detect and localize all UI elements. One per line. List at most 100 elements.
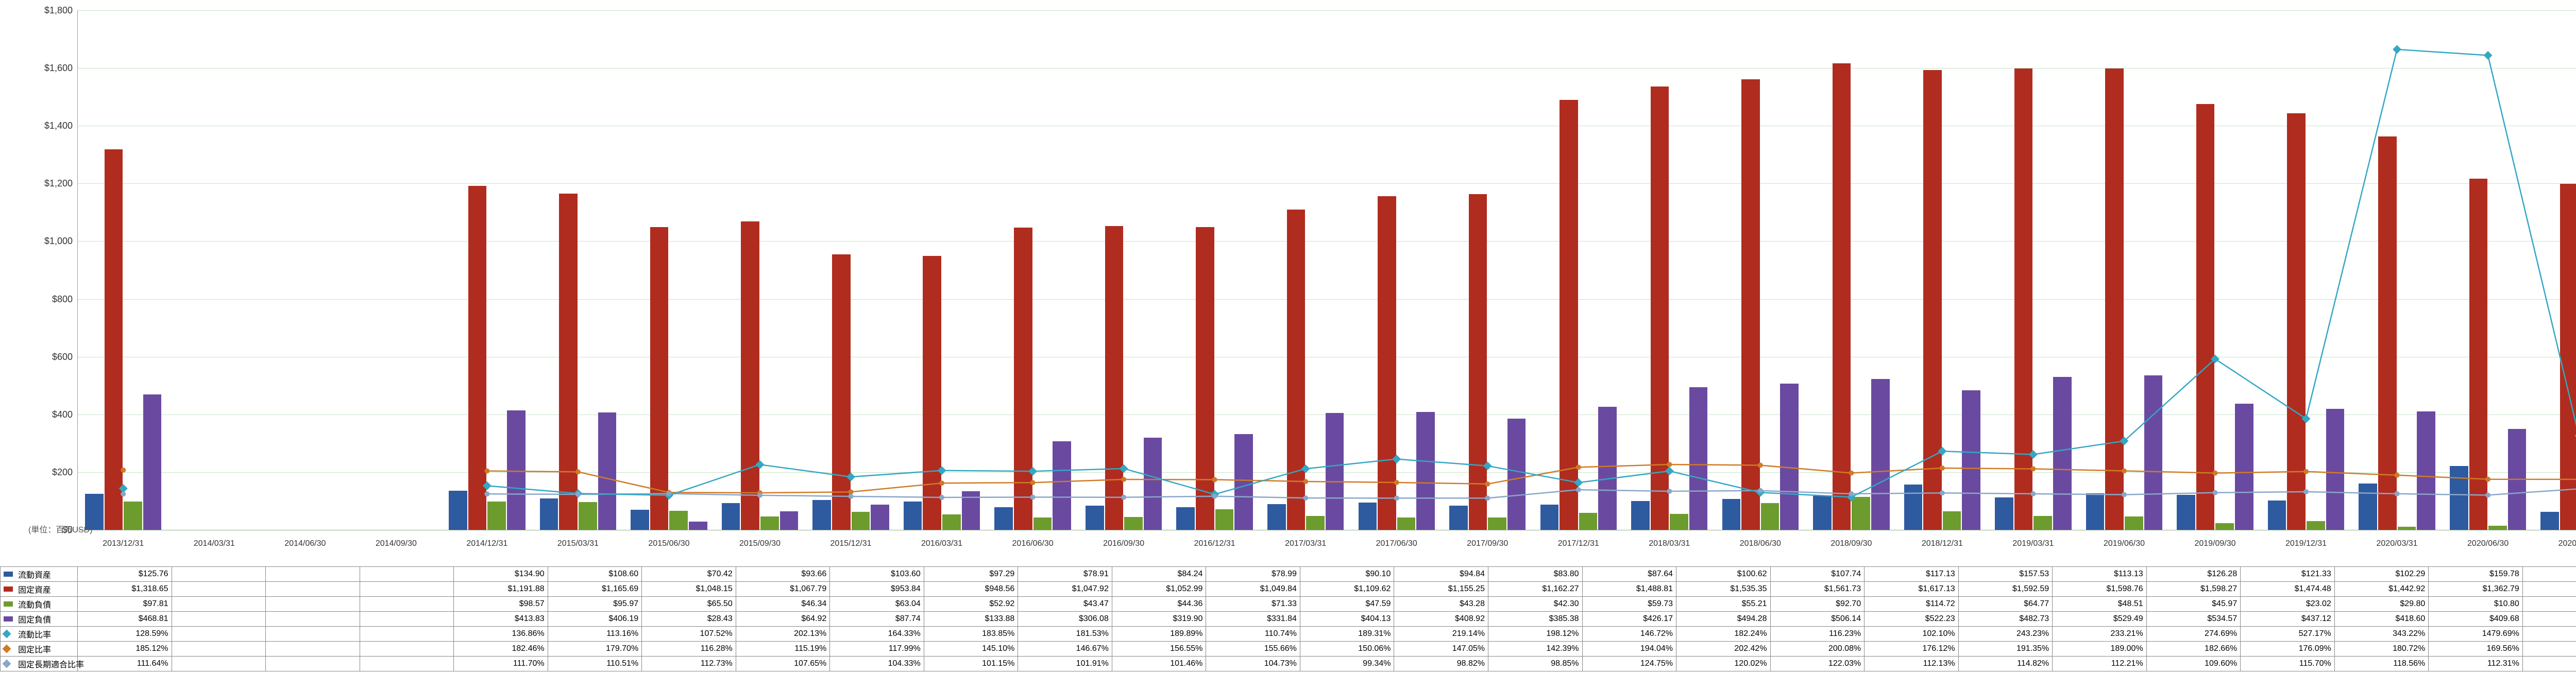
table-cell: $406.19 (548, 612, 642, 627)
table-cell: 142.39% (1488, 642, 1582, 657)
table-cell: 101.15% (924, 657, 1018, 671)
y-left-tick: $1,200 (29, 178, 73, 189)
marker-fr (575, 469, 581, 474)
table-cell: $121.33 (2241, 567, 2335, 582)
table-cell (266, 612, 360, 627)
row-header-fixed_ratio: 固定比率 (1, 642, 78, 657)
table-cell: 189.00% (2053, 642, 2147, 657)
table-cell: $87.64 (1582, 567, 1676, 582)
row-header-fixed_assets: 固定資産 (1, 582, 78, 597)
table-cell: $534.57 (2146, 612, 2241, 627)
marker-cr (755, 460, 764, 469)
table-cell: $1,442.92 (2334, 582, 2429, 597)
marker-flr (2122, 492, 2127, 497)
table-cell: $84.24 (1112, 567, 1206, 582)
marker-fr (1849, 471, 1854, 476)
y-left-tick: $1,400 (29, 120, 73, 131)
table-cell: 164.33% (830, 627, 924, 642)
table-cell: 116.28% (642, 642, 736, 657)
table-cell: 202.13% (736, 627, 830, 642)
table-cell: 183.85% (924, 627, 1018, 642)
table-cell: 343.22% (2334, 627, 2429, 642)
table-cell: 156.55% (1112, 642, 1206, 657)
marker-flr (1849, 491, 1854, 496)
table-cell (360, 612, 454, 627)
marker-flr (1758, 488, 1763, 493)
marker-flr (1485, 495, 1490, 501)
x-axis-label: 2014/09/30 (351, 539, 442, 548)
table-cell: $1,318.65 (78, 582, 172, 597)
table-cell: 145.10% (924, 642, 1018, 657)
table-cell: $1,561.73 (1770, 582, 1865, 597)
table-cell: $1,067.79 (736, 582, 830, 597)
y-left-tick: $400 (29, 409, 73, 420)
table-cell: $65.50 (642, 597, 736, 612)
table-cell: 176.12% (1865, 642, 1959, 657)
table-cell: $108.60 (548, 567, 642, 582)
x-axis-label: 2014/03/31 (169, 539, 260, 548)
table-cell: 124.75% (1582, 657, 1676, 671)
marker-flr (1303, 495, 1308, 501)
table-cell: $133.88 (924, 612, 1018, 627)
table-cell: 146.67% (1018, 642, 1112, 657)
marker-cr (1574, 478, 1583, 487)
table-cell: $44.36 (1112, 597, 1206, 612)
marker-flr (666, 491, 671, 496)
table-cell: 189.89% (1112, 627, 1206, 642)
marker-flr (1212, 494, 1217, 499)
table-cell: 181.53% (1018, 627, 1112, 642)
table-cell (360, 582, 454, 597)
table-cell: 156.95% (2522, 642, 2576, 657)
table-cell: 98.82% (1394, 657, 1488, 671)
table-cell: 191.35% (1958, 642, 2053, 657)
table-cell: $221.42 (2522, 567, 2576, 582)
line-overlay (78, 10, 2576, 530)
marker-fr (939, 480, 944, 486)
table-cell (172, 597, 266, 612)
marker-fr (1394, 480, 1399, 485)
table-cell: $114.72 (1865, 597, 1959, 612)
table-cell: $1,165.69 (548, 582, 642, 597)
table-cell: $1,617.13 (1865, 582, 1959, 597)
y-left-tick: $600 (29, 352, 73, 363)
table-cell: $468.81 (78, 612, 172, 627)
marker-flr (757, 493, 762, 498)
row-header-fixed_liab: 固定負債 (1, 612, 78, 627)
table-cell: 112.73% (642, 657, 736, 671)
table-cell: $1,474.48 (2241, 582, 2335, 597)
x-axis-label: 2015/06/30 (623, 539, 715, 548)
table-cell: $103.60 (830, 567, 924, 582)
x-axis-label: 2019/09/30 (2170, 539, 2261, 548)
table-cell: $331.84 (1206, 612, 1300, 627)
row-header-current_ratio: 流動比率 (1, 627, 78, 642)
table-cell: 243.23% (1958, 627, 2053, 642)
table-cell: 101.91% (1018, 657, 1112, 671)
marker-fr (849, 489, 854, 494)
marker-fr (484, 469, 489, 474)
row-header-fixed_lt_ratio: 固定長期適合比率 (1, 657, 78, 671)
table-cell: $52.92 (924, 597, 1018, 612)
marker-cr (483, 481, 492, 490)
table-cell (266, 597, 360, 612)
table-cell: $134.90 (454, 567, 548, 582)
y-left-tick: $1,000 (29, 236, 73, 247)
x-axis-label: 2018/03/31 (1624, 539, 1715, 548)
table-cell: 115.19% (736, 642, 830, 657)
marker-fr (1940, 465, 1945, 471)
table-cell: $23.02 (2241, 597, 2335, 612)
marker-cr (1301, 464, 1310, 473)
table-cell: $59.73 (1582, 597, 1676, 612)
table-cell: $43.28 (1394, 597, 1488, 612)
table-cell: 1479.69% (2429, 627, 2523, 642)
marker-flr (849, 494, 854, 499)
table-cell: 202.42% (1676, 642, 1771, 657)
marker-fr (1121, 477, 1126, 482)
table-cell: 114.82% (1958, 657, 2053, 671)
table-cell: 146.72% (1582, 627, 1676, 642)
table-cell: $385.38 (1488, 612, 1582, 627)
marker-flr (1576, 487, 1581, 492)
data-table: 流動資産$125.76$134.90$108.60$70.42$93.66$10… (0, 566, 2576, 671)
marker-cr (2393, 45, 2401, 54)
table-cell: 113.16% (548, 627, 642, 642)
x-axis-label: 2017/09/30 (1442, 539, 1533, 548)
